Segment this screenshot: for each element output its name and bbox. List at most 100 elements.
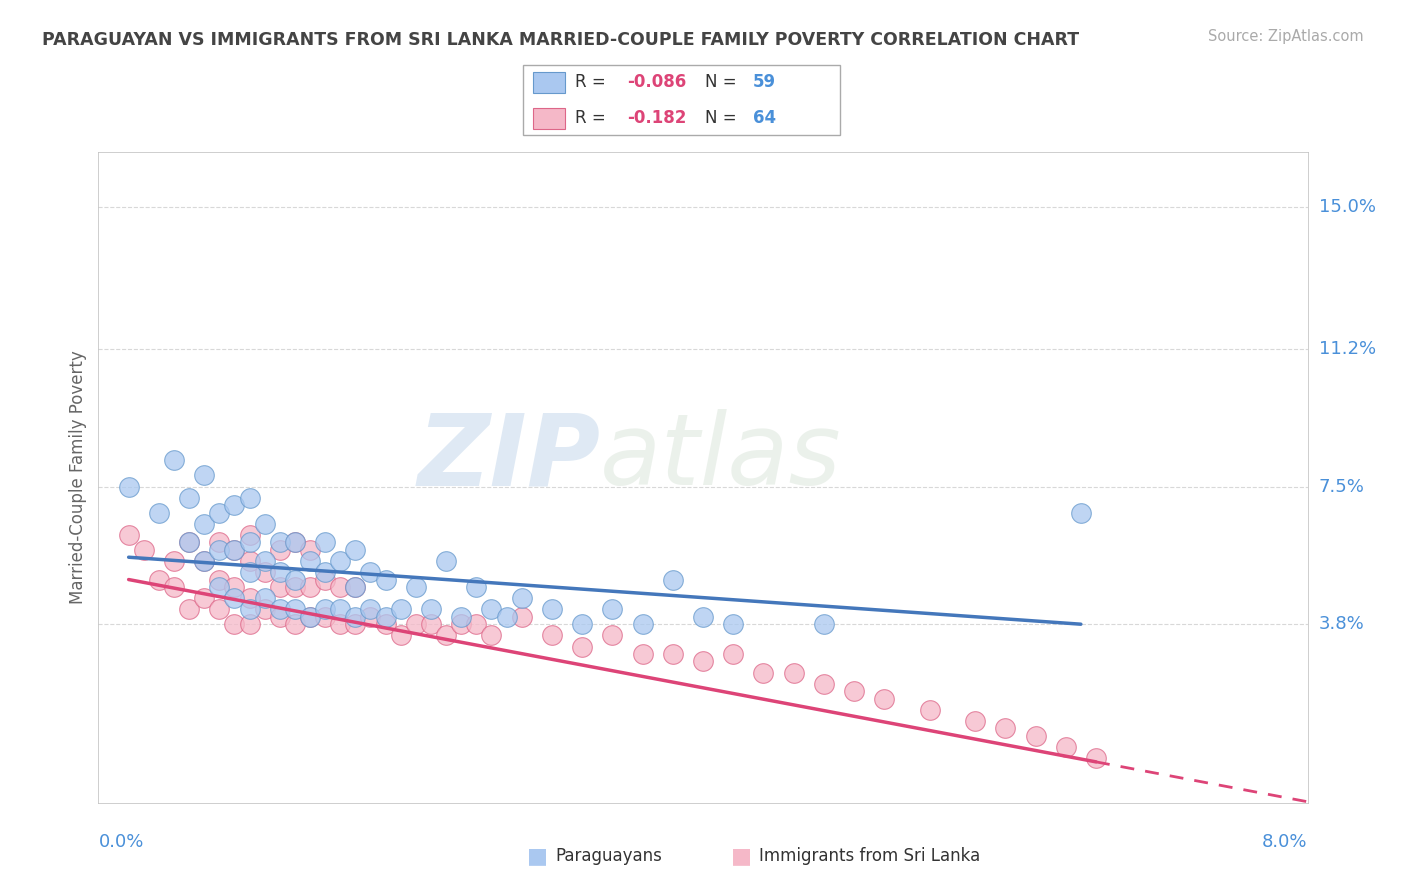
Text: Source: ZipAtlas.com: Source: ZipAtlas.com: [1208, 29, 1364, 44]
Point: [314, 535, 336, 549]
Point: [132, 542, 155, 557]
Point: [434, 554, 457, 568]
Point: [510, 609, 533, 624]
Point: [239, 565, 262, 579]
Point: [405, 580, 427, 594]
Point: [193, 554, 215, 568]
Point: [374, 609, 396, 624]
Point: [465, 580, 488, 594]
FancyBboxPatch shape: [533, 71, 565, 93]
Point: [253, 565, 276, 579]
Point: [344, 580, 367, 594]
Text: atlas: atlas: [600, 409, 842, 506]
Point: [284, 580, 307, 594]
Text: 15.0%: 15.0%: [1319, 198, 1375, 217]
Point: [239, 602, 262, 616]
Point: [163, 554, 186, 568]
Point: [405, 617, 427, 632]
Point: [224, 498, 246, 512]
Point: [723, 617, 745, 632]
Point: [344, 580, 367, 594]
Point: [208, 506, 231, 520]
Point: [692, 654, 714, 668]
Point: [239, 554, 262, 568]
Point: [239, 528, 262, 542]
Point: [389, 602, 412, 616]
Text: 0.0%: 0.0%: [98, 833, 143, 851]
Point: [965, 714, 987, 728]
Point: [284, 602, 307, 616]
Point: [224, 542, 246, 557]
Point: [389, 628, 412, 642]
Text: R =: R =: [575, 109, 612, 128]
Point: [314, 573, 336, 587]
Point: [661, 647, 683, 661]
Text: Paraguayans: Paraguayans: [555, 847, 662, 865]
Text: 8.0%: 8.0%: [1263, 833, 1308, 851]
Text: 64: 64: [754, 109, 776, 128]
Point: [224, 580, 246, 594]
Point: [193, 591, 215, 606]
Point: [193, 516, 215, 531]
Point: [224, 617, 246, 632]
Point: [269, 609, 291, 624]
Point: [359, 602, 381, 616]
Point: [269, 602, 291, 616]
Point: [299, 554, 322, 568]
Text: PARAGUAYAN VS IMMIGRANTS FROM SRI LANKA MARRIED-COUPLE FAMILY POVERTY CORRELATIO: PARAGUAYAN VS IMMIGRANTS FROM SRI LANKA …: [42, 31, 1080, 49]
Point: [269, 542, 291, 557]
Point: [299, 542, 322, 557]
Point: [179, 491, 201, 505]
Point: [239, 617, 262, 632]
Point: [239, 591, 262, 606]
Point: [314, 609, 336, 624]
Point: [844, 684, 866, 698]
Point: [253, 516, 276, 531]
Point: [450, 609, 472, 624]
Point: [813, 617, 835, 632]
Point: [873, 691, 896, 706]
Text: 11.2%: 11.2%: [1319, 340, 1376, 358]
Point: [179, 535, 201, 549]
Point: [359, 565, 381, 579]
Text: 7.5%: 7.5%: [1319, 477, 1365, 496]
Point: [465, 617, 488, 632]
Point: [179, 535, 201, 549]
Point: [540, 602, 562, 616]
Point: [329, 554, 352, 568]
Text: N =: N =: [704, 109, 741, 128]
Point: [224, 542, 246, 557]
Text: N =: N =: [704, 73, 741, 91]
Text: 59: 59: [754, 73, 776, 91]
Point: [479, 628, 503, 642]
Point: [479, 602, 503, 616]
Point: [571, 617, 593, 632]
Point: [148, 506, 170, 520]
Point: [1054, 739, 1077, 754]
FancyBboxPatch shape: [523, 65, 841, 136]
Point: [434, 628, 457, 642]
Text: R =: R =: [575, 73, 612, 91]
Point: [602, 628, 624, 642]
Point: [239, 491, 262, 505]
Point: [510, 591, 533, 606]
Point: [359, 609, 381, 624]
Point: [374, 573, 396, 587]
Text: 3.8%: 3.8%: [1319, 615, 1364, 633]
Point: [148, 573, 170, 587]
FancyBboxPatch shape: [533, 108, 565, 129]
Point: [419, 617, 441, 632]
Point: [269, 565, 291, 579]
Point: [253, 591, 276, 606]
Text: Immigrants from Sri Lanka: Immigrants from Sri Lanka: [759, 847, 980, 865]
Point: [661, 573, 683, 587]
Point: [419, 602, 441, 616]
Point: [314, 565, 336, 579]
Point: [1024, 729, 1046, 743]
Point: [602, 602, 624, 616]
Point: [918, 703, 941, 717]
Point: [208, 542, 231, 557]
Text: ■: ■: [731, 847, 752, 866]
Point: [253, 602, 276, 616]
Point: [239, 535, 262, 549]
